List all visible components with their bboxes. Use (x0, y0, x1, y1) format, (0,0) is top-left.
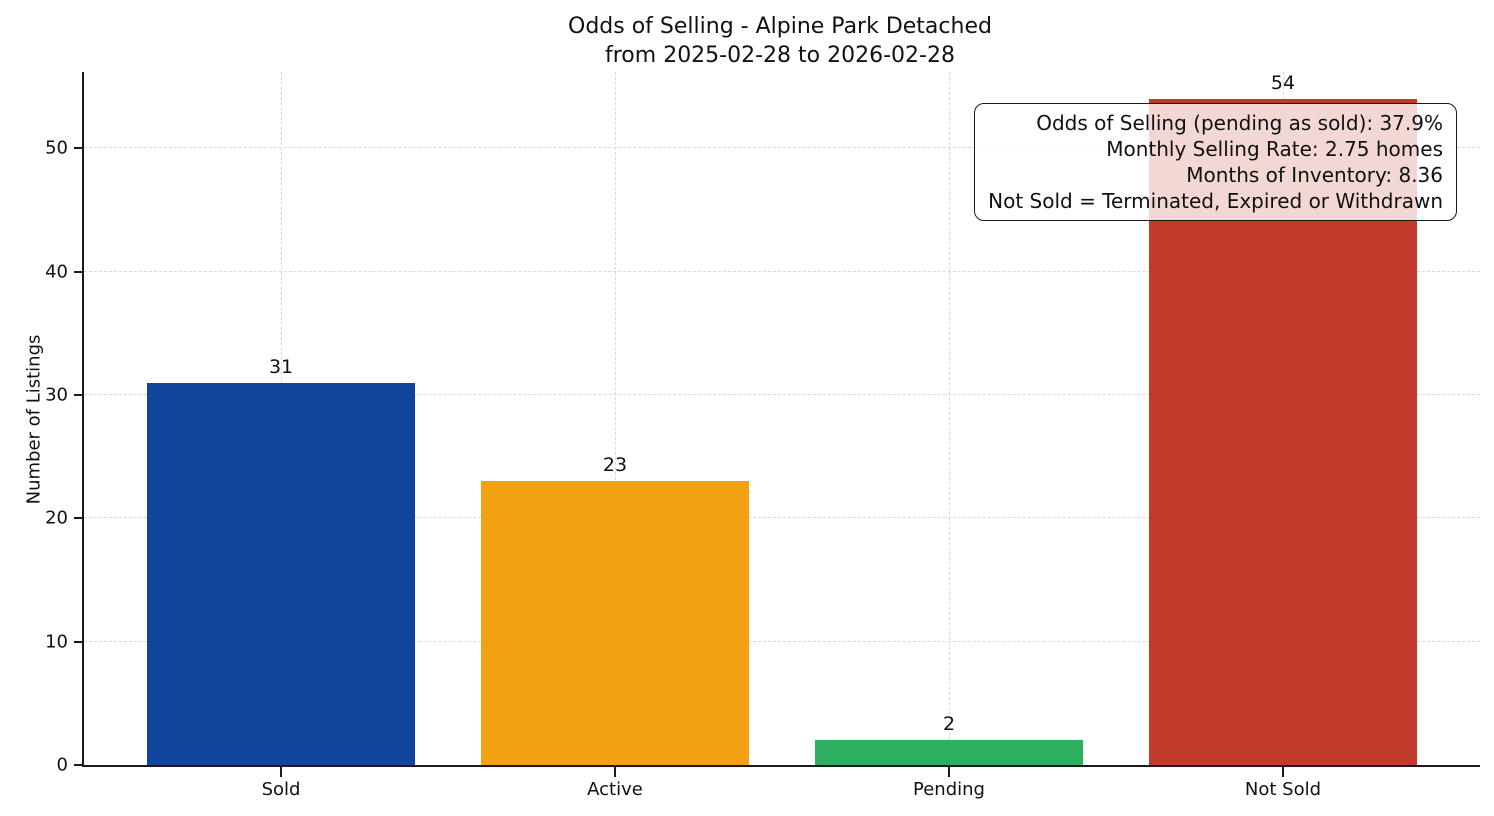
chart-title-line2: from 2025-02-28 to 2026-02-28 (605, 43, 955, 68)
annotation-line: Monthly Selling Rate: 2.75 homes (1106, 137, 1443, 161)
x-tick-label: Not Sold (1244, 779, 1322, 800)
annotation-line: Odds of Selling (pending as sold): 37.9% (1036, 111, 1443, 135)
x-tick-label: Pending (913, 779, 985, 800)
chart-title-line1: Odds of Selling - Alpine Park Detached (568, 14, 992, 39)
bar-pending (815, 740, 1083, 765)
y-axis-label: Number of Listings (23, 334, 45, 505)
gridline-vertical (615, 72, 616, 765)
y-tick-label: 0 (56, 754, 68, 776)
gridline-horizontal (84, 270, 1480, 272)
x-tick-mark (1281, 767, 1284, 777)
bar-value-label: 31 (268, 355, 294, 378)
y-tick-mark (74, 147, 82, 150)
x-tick-mark (947, 767, 950, 777)
gridline-horizontal (84, 394, 1480, 396)
x-tick-mark (614, 767, 616, 777)
y-tick-label: 50 (45, 137, 68, 159)
x-tick-label: Sold (261, 779, 301, 800)
y-tick-label: 40 (45, 261, 68, 283)
bar-value-label: 54 (1270, 72, 1296, 95)
bar-value-label: 23 (602, 454, 628, 477)
bar-sold (147, 382, 415, 765)
y-tick-label: 10 (45, 631, 68, 653)
bar-active (481, 481, 749, 765)
gridline-vertical (948, 72, 950, 765)
y-tick-mark (74, 270, 82, 273)
y-tick-label: 30 (45, 384, 68, 406)
y-tick-label: 20 (45, 507, 68, 529)
y-tick-mark (74, 764, 82, 766)
chart-title: Odds of Selling - Alpine Park Detached f… (82, 12, 1478, 70)
annotation-line: Not Sold = Terminated, Expired or Withdr… (988, 189, 1443, 213)
gridline-horizontal (84, 640, 1480, 642)
y-tick-mark (74, 394, 82, 397)
bar-value-label: 2 (942, 713, 956, 736)
y-tick-mark (74, 517, 82, 520)
gridline-horizontal (84, 517, 1480, 519)
x-tick-mark (280, 767, 283, 777)
stats-annotation-box: Odds of Selling (pending as sold): 37.9%… (974, 103, 1457, 221)
annotation-line: Months of Inventory: 8.36 (1186, 163, 1443, 187)
y-tick-mark (74, 640, 82, 643)
gridline-horizontal (84, 147, 1480, 149)
x-tick-label: Active (587, 779, 643, 800)
